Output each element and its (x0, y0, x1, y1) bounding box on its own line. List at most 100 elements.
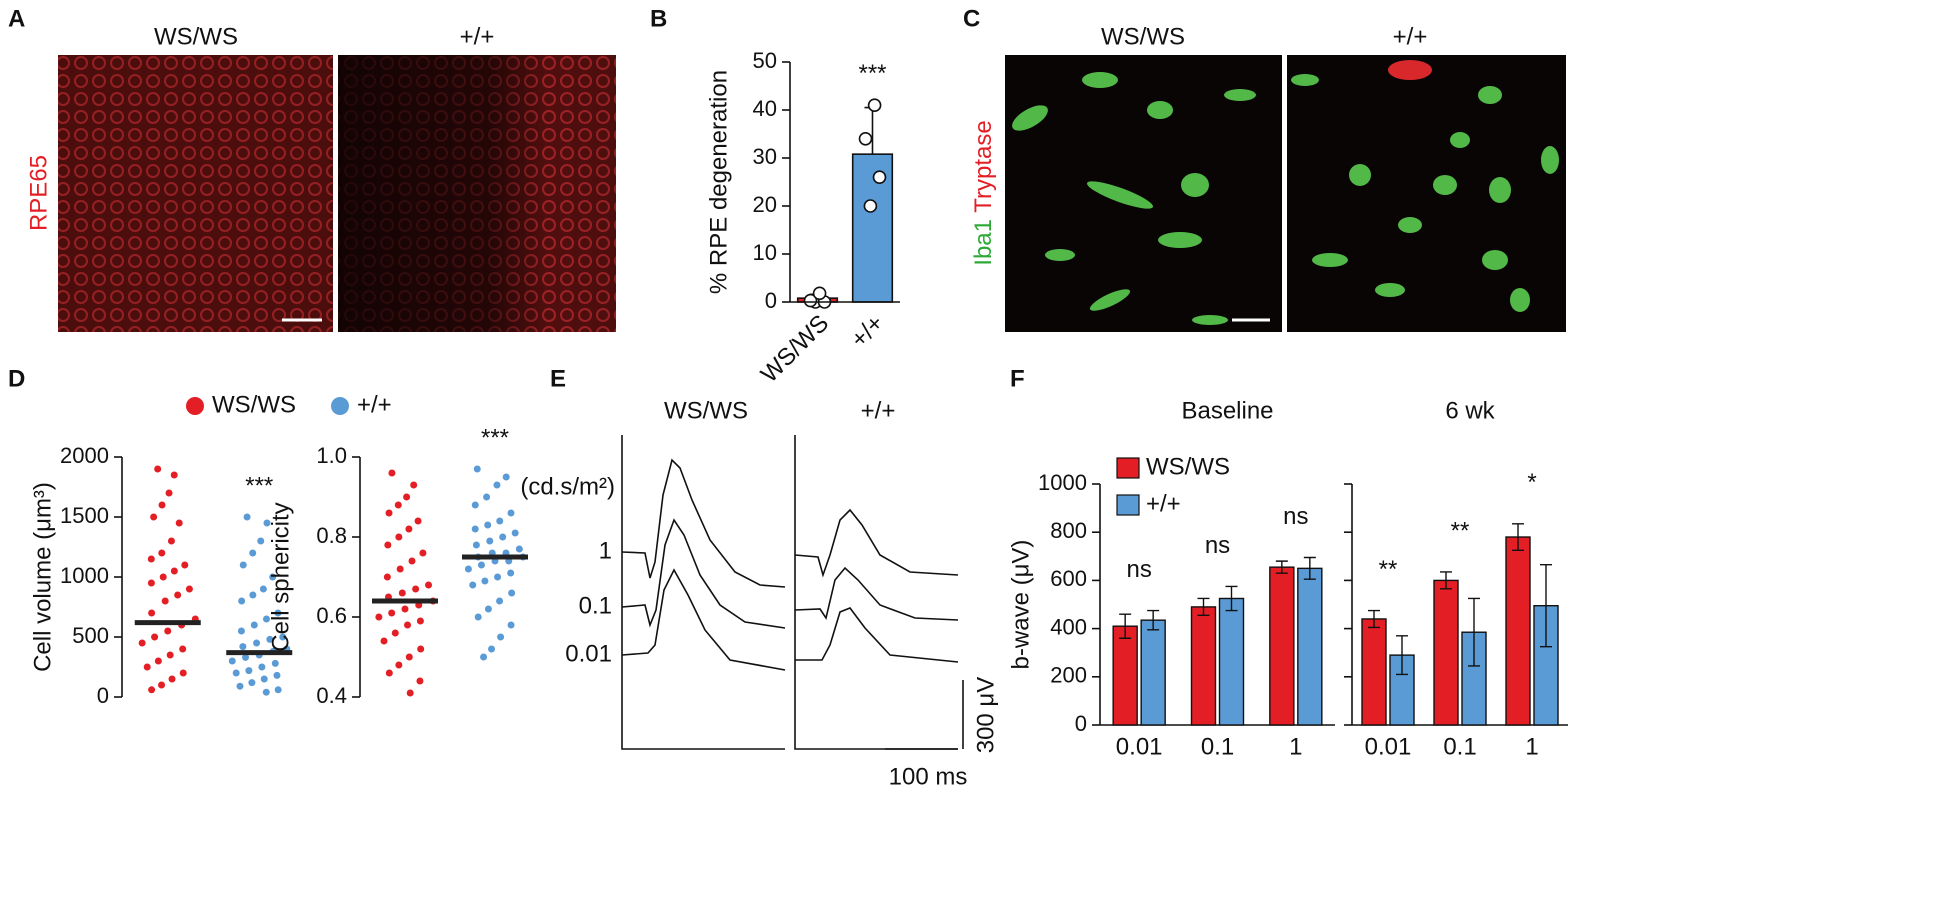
y-tick-label: 600 (1050, 566, 1087, 591)
image-title: WS/WS (154, 23, 238, 50)
data-point (507, 509, 515, 517)
panel-label: E (550, 365, 566, 392)
data-point (150, 513, 158, 521)
data-point (158, 501, 166, 509)
bar (1297, 567, 1323, 726)
data-point (161, 597, 169, 605)
data-point (408, 557, 416, 565)
y-tick-label: 10 (753, 240, 777, 265)
y-tick-label: 500 (72, 623, 109, 648)
x-tick-label: 0.01 (1365, 733, 1412, 760)
micrograph-shade (58, 55, 333, 332)
data-point (412, 585, 420, 593)
y-tick-label: 1.0 (316, 443, 347, 468)
y-tick-label: 0 (765, 288, 777, 313)
data-point (406, 689, 414, 697)
unit-label: (cd.s/m²) (520, 473, 615, 500)
y-tick-label: 0.8 (316, 523, 347, 548)
y-axis-label: b-wave (μV) (1007, 540, 1034, 670)
data-point (174, 591, 182, 599)
data-point (147, 579, 155, 587)
data-point (147, 555, 155, 563)
data-point (416, 617, 424, 625)
data-point (249, 549, 257, 557)
data-point (154, 465, 162, 473)
data-point (496, 517, 504, 525)
y-tick-label: 2000 (60, 443, 109, 468)
legend-marker (186, 397, 204, 415)
data-point (471, 501, 479, 509)
data-point (243, 513, 251, 521)
bar (851, 153, 894, 303)
annotation: *** (858, 60, 886, 87)
data-point (493, 481, 501, 489)
data-point (242, 653, 250, 661)
data-point (159, 573, 167, 581)
data-point (271, 659, 279, 667)
bar (1112, 625, 1138, 726)
data-point (477, 561, 485, 569)
y-tick-label: 1000 (60, 563, 109, 588)
x-tick-label: +/+ (846, 310, 890, 354)
annotation: ** (1451, 517, 1470, 544)
data-point (385, 509, 393, 517)
subplot-title: 6 wk (1445, 397, 1495, 424)
data-point (238, 597, 246, 605)
bar (1505, 536, 1531, 726)
data-point (417, 645, 425, 653)
panel-label: C (963, 5, 980, 32)
data-point (511, 529, 519, 537)
data-point (167, 537, 175, 545)
error-bar (1225, 585, 1238, 612)
y-axis-label: Cell sphericity (267, 502, 294, 651)
error-bar (1440, 571, 1452, 590)
data-point (872, 170, 887, 184)
annotation: *** (481, 424, 509, 451)
y-tick-label: 0 (1075, 711, 1087, 736)
data-point (232, 669, 240, 677)
image-title: WS/WS (1101, 23, 1185, 50)
data-point (481, 577, 489, 585)
data-point (410, 481, 418, 489)
data-point (185, 585, 193, 593)
y-axis-label: % RPE degeneration (705, 70, 732, 294)
x-tick-label: 1 (1289, 733, 1302, 760)
data-point (486, 537, 494, 545)
x-tick-label: 0.1 (1443, 733, 1476, 760)
data-point (480, 653, 488, 661)
bar (1269, 566, 1295, 726)
intensity-label: 0.01 (565, 640, 612, 667)
data-point (863, 199, 878, 213)
micrograph (1005, 55, 1282, 332)
data-point (403, 493, 411, 501)
data-point (269, 573, 277, 581)
data-point (401, 605, 409, 613)
trace-title: WS/WS (664, 397, 748, 424)
data-point (384, 541, 392, 549)
cells (1012, 72, 1559, 325)
data-point (158, 681, 166, 689)
data-point (253, 639, 261, 647)
x-tick-label: 0.01 (1116, 733, 1163, 760)
data-point (375, 613, 383, 621)
data-point (259, 585, 267, 593)
legend-marker (1116, 494, 1140, 516)
data-point (483, 493, 491, 501)
error-bar (1197, 597, 1210, 617)
data-point (239, 643, 247, 651)
data-point (464, 565, 472, 573)
panel-label: D (8, 365, 25, 392)
annotation: ** (1379, 556, 1398, 583)
error-bar (1119, 613, 1132, 639)
annotation: * (1527, 469, 1536, 496)
data-point (502, 473, 510, 481)
bar (1140, 619, 1166, 726)
data-point (414, 517, 422, 525)
legend-label: WS/WS (212, 391, 296, 418)
annotation: ns (1205, 532, 1230, 559)
data-point (257, 537, 265, 545)
data-point (507, 621, 515, 629)
bar (1361, 618, 1387, 726)
data-point (168, 675, 176, 683)
y-tick-label: 20 (753, 192, 777, 217)
